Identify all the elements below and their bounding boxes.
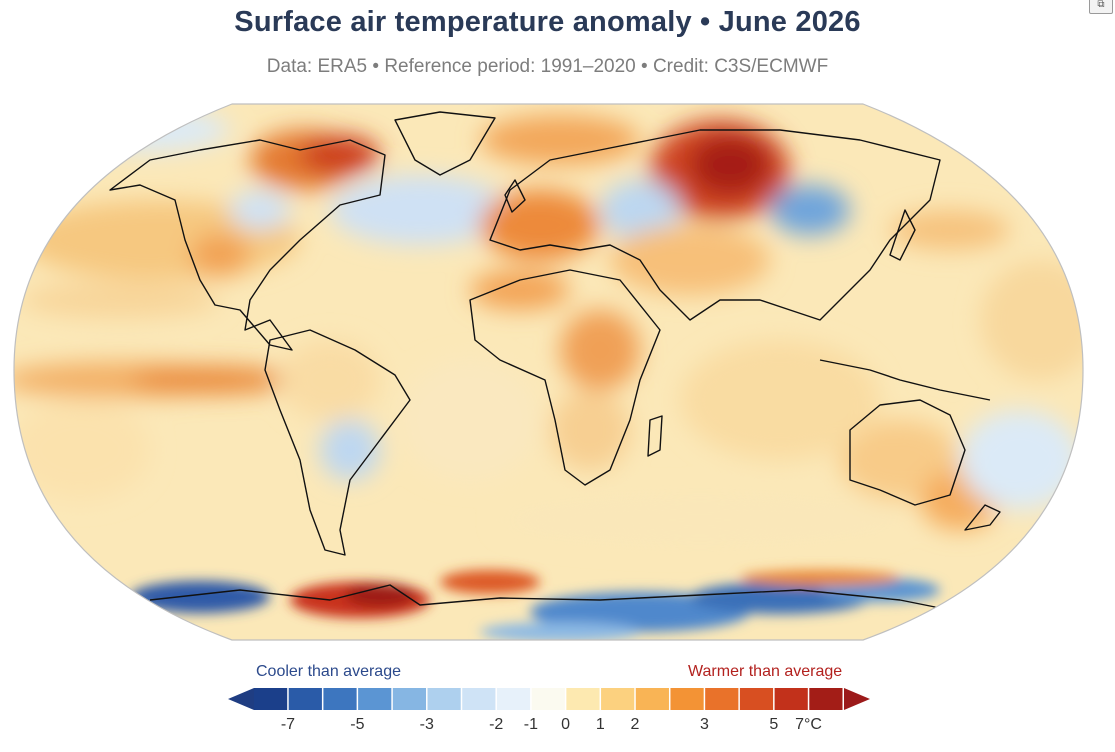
new-zealand-coast: [964, 504, 1001, 531]
colorbar-tick-label: -3: [419, 716, 434, 733]
colorbar-bin: [739, 688, 774, 710]
south-america-coast: [264, 329, 411, 556]
colorbar-tick-label: 3: [699, 716, 709, 733]
colorbar-bin: [705, 688, 739, 710]
cooler-label: Cooler than average: [256, 663, 401, 680]
antarctica-coast: [149, 584, 961, 613]
colorbar-bin: [809, 688, 843, 710]
indonesia-coast: [819, 359, 991, 401]
africa-coast: [469, 269, 661, 486]
colorbar-tick-label: -1: [523, 716, 539, 733]
colorbar-tick-label: 5: [769, 716, 779, 733]
colorbar-bin: [496, 688, 531, 710]
colorbar-bin: [323, 688, 357, 710]
eurasia-coast: [489, 129, 941, 321]
colorbar-tick-label: 2: [630, 716, 640, 733]
uk-coast: [504, 179, 526, 213]
colorbar-warm-arrow: [844, 688, 870, 710]
madagascar-coast: [647, 415, 663, 457]
colorbar-tick-label: -5: [350, 716, 365, 733]
coastlines: [109, 111, 1001, 613]
colorbar-bin: [635, 688, 669, 710]
colorbar-tick-label: 1: [595, 716, 605, 733]
colorbar-bin: [462, 688, 496, 710]
page-subtitle: Data: ERA5 • Reference period: 1991–2020…: [266, 56, 829, 77]
colorbar-tick-label: -7: [280, 716, 296, 733]
north-america-coast: [109, 139, 386, 351]
colorbar-tick-label: 7°C: [795, 716, 822, 733]
colorbar-bin: [358, 688, 392, 710]
colorbar-bin: [566, 688, 600, 710]
page-title: Surface air temperature anomaly • June 2…: [234, 6, 861, 38]
colorbar-cold-arrow: [228, 688, 254, 710]
colorbar-bin: [392, 688, 427, 710]
globe-outline: [13, 103, 1084, 641]
warmer-label: Warmer than average: [688, 663, 843, 680]
colorbar: [228, 688, 870, 710]
antarctic-band: [130, 570, 940, 640]
colorbar-tick-label: -2: [489, 716, 504, 733]
colorbar-bin: [288, 688, 322, 710]
australia-coast: [849, 399, 966, 506]
colorbar-bin: [601, 688, 635, 710]
screenshot-corner-icon[interactable]: ⧉: [1089, 0, 1113, 14]
colorbar-bin: [531, 688, 565, 710]
colorbar-ticks: -7 -5 -3 -2 -1 0 1 2 3 5 7°C: [0, 716, 1115, 740]
colorbar-bin: [774, 688, 808, 710]
japan-coast: [889, 209, 916, 261]
colorbar-bin: [427, 688, 461, 710]
colorbar-tick-label: 0: [561, 716, 571, 733]
colorbar-bin: [254, 688, 288, 710]
greenland-coast: [394, 111, 496, 176]
colorbar-bin: [670, 688, 704, 710]
